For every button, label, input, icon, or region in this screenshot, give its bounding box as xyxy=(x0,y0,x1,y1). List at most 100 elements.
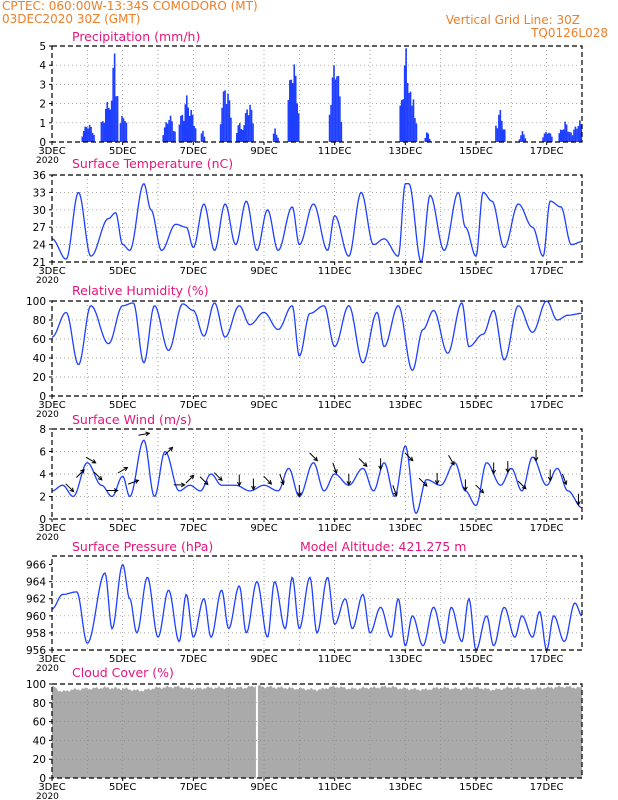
precip-bar xyxy=(84,126,86,142)
wind-arrow-head xyxy=(521,484,527,490)
precip-bar xyxy=(168,120,170,142)
wind-arrow-head xyxy=(533,456,539,462)
wind-arrow xyxy=(263,475,272,485)
rh-ytick-label: 60 xyxy=(33,334,46,346)
wind-arrow-head xyxy=(422,481,428,487)
precip-bar xyxy=(574,126,577,142)
precip-bar xyxy=(122,118,125,142)
precip-bar xyxy=(340,121,343,142)
wind-arrow-head xyxy=(479,488,485,494)
precip-bar xyxy=(328,114,331,142)
wind-arrow-head xyxy=(333,469,338,475)
precip-bar xyxy=(275,134,278,142)
rh-year-label: 2020 xyxy=(36,410,59,420)
temp-ytick-label: 33 xyxy=(33,187,46,199)
precip-bar xyxy=(548,132,550,142)
precip-bar xyxy=(115,96,117,142)
cloud-cover-area xyxy=(52,684,582,778)
precip-bar xyxy=(107,107,110,142)
precip-bar xyxy=(221,107,223,142)
cloud-year-label: 2020 xyxy=(36,792,59,800)
rh-ytick-label: 100 xyxy=(26,296,46,308)
wind-arrow-head xyxy=(280,480,285,486)
precip-bar xyxy=(225,103,228,142)
precip-xtick-label: 13DEC xyxy=(388,146,422,157)
precip-bar xyxy=(169,115,172,142)
precip-bar xyxy=(190,110,192,142)
precip-bar xyxy=(87,128,89,142)
precip-xtick-label: 17DEC xyxy=(530,146,564,157)
precip-bar xyxy=(110,100,113,142)
precip-bar xyxy=(172,130,175,142)
temp-xtick-label: 7DEC xyxy=(180,266,207,277)
header-grid-note: Vertical Grid Line: 30Z xyxy=(445,13,580,27)
wind-arrow xyxy=(475,484,484,494)
precip-bar xyxy=(103,122,106,142)
precip-bar xyxy=(85,127,88,142)
precip-bar xyxy=(88,124,91,142)
cloud-ytick-label: 100 xyxy=(26,679,46,691)
rh-xtick-label: 11DEC xyxy=(318,400,352,411)
precip-bar xyxy=(82,130,85,142)
precip-bar xyxy=(236,132,238,142)
precip-bar xyxy=(521,131,524,142)
cloud-xtick-label: 15DEC xyxy=(459,782,493,793)
wind-arrow xyxy=(185,475,195,484)
precip-bar xyxy=(424,137,427,142)
pressure-frame xyxy=(51,555,583,651)
wind-ytick-label: 2 xyxy=(39,492,46,504)
precip-bar xyxy=(428,138,431,142)
precip-bar xyxy=(287,100,290,142)
precip-bar xyxy=(294,75,297,142)
wind-xtick-label: 11DEC xyxy=(318,523,352,534)
precip-bar xyxy=(193,125,195,142)
precip-bar xyxy=(331,77,334,142)
precip-bar xyxy=(415,123,418,142)
wind-arrow xyxy=(418,477,428,487)
cloud-xtick-label: 13DEC xyxy=(388,782,422,793)
precip-bar xyxy=(202,130,204,142)
precip-bar xyxy=(241,129,244,142)
wind-arrow-head xyxy=(80,468,85,474)
cloud-ytick-label: 80 xyxy=(33,698,46,710)
precip-bar xyxy=(277,137,279,142)
cloud-xtick-label: 5DEC xyxy=(109,782,136,793)
precip-bar xyxy=(498,114,500,142)
wind-arrow-head xyxy=(145,431,151,437)
precip-bar xyxy=(293,64,296,142)
precip-bar xyxy=(339,96,341,142)
precip-bar xyxy=(551,136,553,142)
precip-bar xyxy=(124,120,126,142)
rh-series-line xyxy=(51,300,583,371)
precip-bar xyxy=(247,115,250,142)
temp-ytick-label: 27 xyxy=(33,222,46,234)
wind-title: Surface Wind (m/s) xyxy=(72,412,192,427)
precip-bar xyxy=(121,115,123,142)
wind-arrow-head xyxy=(134,479,140,484)
temp-ytick-label: 24 xyxy=(33,240,47,252)
rh-frame xyxy=(51,300,583,397)
precip-ytick-label: 0 xyxy=(39,137,46,149)
precip-bar xyxy=(297,113,300,142)
precip-bar xyxy=(289,80,291,142)
wind-arrow-head xyxy=(251,485,256,491)
wind-xtick-label: 13DEC xyxy=(388,523,422,534)
precip-bar xyxy=(333,65,335,142)
precip-bar xyxy=(184,104,187,142)
wind-arrow xyxy=(279,473,285,485)
rh-xtick-label: 9DEC xyxy=(250,400,277,411)
wind-arrow-head xyxy=(97,475,103,481)
rh-xtick-label: 3DEC xyxy=(38,400,65,411)
precip-bar xyxy=(203,136,206,142)
cloud-ytick-label: 40 xyxy=(33,735,46,747)
precip-bar xyxy=(562,129,565,142)
precip-bar xyxy=(501,120,503,142)
precip-bar xyxy=(518,139,521,142)
temp-year-label: 2020 xyxy=(36,276,59,286)
pressure-xtick-label: 13DEC xyxy=(388,654,422,665)
precip-bar xyxy=(180,115,182,142)
precip-bar xyxy=(106,102,109,142)
wind-ytick-label: 4 xyxy=(39,469,46,481)
wind-arrow-head xyxy=(378,465,383,471)
